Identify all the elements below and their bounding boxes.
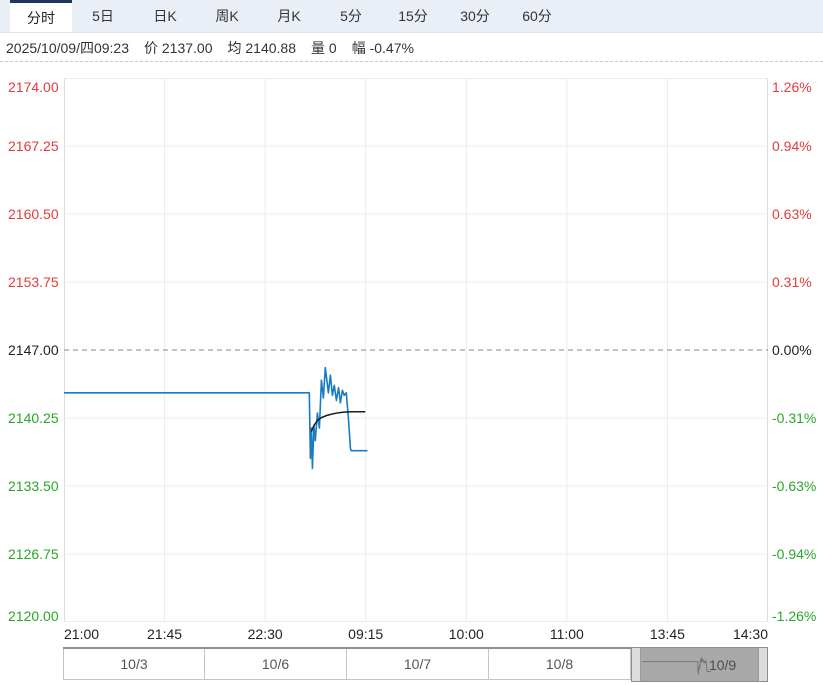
y-axis-price-label: 2167.25 [8, 138, 59, 154]
tab-5min[interactable]: 5分 [340, 8, 362, 24]
price-line [64, 366, 368, 470]
date-nav-thumb-10-9[interactable]: 10/9 [631, 647, 768, 682]
y-axis-price-label: 2126.75 [8, 546, 59, 562]
x-axis-time-label: 10:00 [448, 626, 484, 642]
thumb-right-handle[interactable] [758, 648, 767, 681]
y-axis-percent-label: 0.00% [772, 342, 812, 358]
quote-info-bar: 2025/10/09/四09:23 价 2137.00 均 2140.88 量 … [0, 34, 823, 62]
average-field: 均 2140.88 [227, 39, 297, 56]
period-tab-bar: 分时 5日 日K 周K 月K 5分 15分 30分 60分 [0, 0, 823, 33]
selected-date-label: 10/9 [708, 656, 737, 673]
thumb-mini-sparkline [642, 657, 711, 675]
x-axis-time-label: 21:00 [64, 626, 100, 642]
volume-value: 0 [328, 39, 337, 56]
price-value: 2137.00 [161, 39, 213, 56]
average-line [310, 410, 366, 432]
tab-timeshare[interactable]: 分时 [10, 0, 72, 32]
x-axis-time-label: 14:30 [732, 626, 768, 642]
date-cell-10-7[interactable]: 10/7 [347, 649, 489, 680]
x-axis-time-label: 09:15 [348, 626, 384, 642]
y-axis-price-label: 2160.50 [8, 206, 59, 222]
average-value: 2140.88 [245, 39, 296, 56]
x-axis-time-label: 21:45 [147, 626, 183, 642]
date-navigator: 10/3 10/6 10/7 10/8 10/9 [63, 647, 768, 682]
y-axis-percent-label: -0.63% [772, 478, 817, 494]
time-share-chart: 2174.00 2167.25 2160.50 2153.75 2147.00 2140.… [0, 62, 823, 646]
y-axis-percent-label: -1.26% [772, 608, 817, 624]
sparkline-path [642, 657, 711, 675]
tab-60min[interactable]: 60分 [522, 8, 552, 24]
y-axis-percent-label: 0.63% [772, 206, 812, 222]
price-chart-plot[interactable] [64, 78, 768, 622]
tab-daily-k[interactable]: 日K [153, 8, 177, 24]
tab-15min[interactable]: 15分 [398, 8, 428, 24]
date-cell-10-6[interactable]: 10/6 [205, 649, 347, 680]
change-field: 幅 -0.47% [351, 39, 414, 56]
volume-field: 量 0 [311, 39, 337, 56]
thumb-left-handle[interactable] [632, 648, 641, 681]
price-field: 价 2137.00 [144, 39, 213, 56]
y-axis-price-label: 2147.00 [8, 342, 59, 358]
y-axis-price-label: 2120.00 [8, 608, 59, 624]
y-axis-percent-label: 0.31% [772, 274, 812, 290]
tab-monthly-k[interactable]: 月K [277, 8, 301, 24]
tab-30min[interactable]: 30分 [460, 8, 490, 24]
y-axis-percent-label: 0.94% [772, 138, 812, 154]
y-axis-percent-label: -0.31% [772, 410, 817, 426]
y-axis-percent-label: 1.26% [772, 79, 812, 95]
y-axis-price-label: 2140.25 [8, 410, 59, 426]
quote-datetime: 2025/10/09/四09:23 [6, 39, 129, 56]
change-value: -0.47% [369, 39, 414, 56]
x-axis-time-label: 13:45 [649, 626, 685, 642]
y-axis-price-label: 2133.50 [8, 478, 59, 494]
y-axis-percent-label: -0.94% [772, 546, 817, 562]
tab-5day[interactable]: 5日 [92, 8, 114, 24]
x-axis-time-label: 22:30 [247, 626, 283, 642]
y-axis-price-label: 2153.75 [8, 274, 59, 290]
x-axis-time-label: 11:00 [549, 626, 584, 642]
date-cell-10-8[interactable]: 10/8 [489, 649, 631, 680]
tab-weekly-k[interactable]: 周K [215, 8, 239, 24]
date-cell-10-3[interactable]: 10/3 [63, 649, 205, 680]
y-axis-price-label: 2174.00 [8, 79, 59, 95]
